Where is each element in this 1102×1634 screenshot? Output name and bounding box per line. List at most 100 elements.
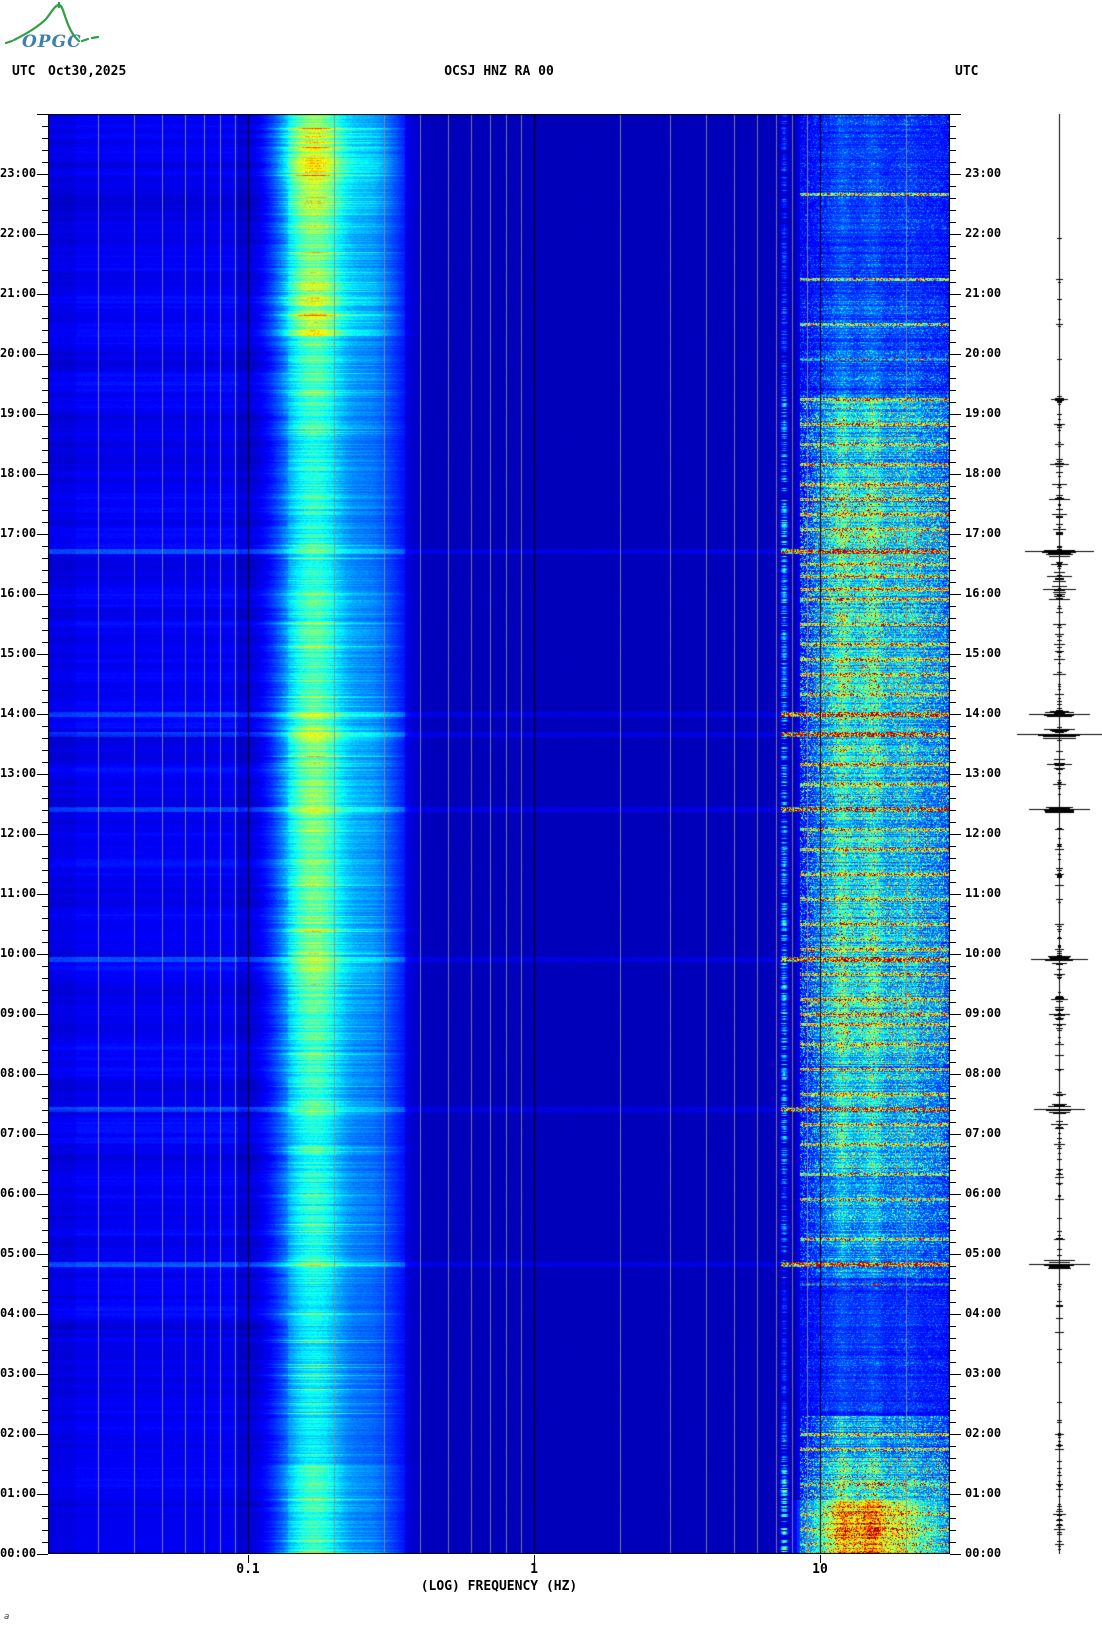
hour-label-left: 02:00 (0, 1426, 37, 1440)
minor-tick-left (42, 162, 48, 163)
minor-tick-left (42, 510, 48, 511)
minor-tick-left (42, 1050, 48, 1051)
hour-label-right: 03:00 (965, 1366, 1002, 1380)
frequency-axis-label: (LOG) FREQUENCY (HZ) (420, 1579, 578, 1594)
minor-tick-right (950, 270, 956, 271)
hour-label-left: 13:00 (0, 766, 37, 780)
minor-tick-left (42, 1110, 48, 1111)
minor-tick-right (950, 546, 956, 547)
minor-tick-right (950, 1182, 956, 1183)
hour-label-left: 04:00 (0, 1306, 37, 1320)
hour-label-right: 23:00 (965, 166, 1002, 180)
minor-tick-right (950, 390, 956, 391)
minor-tick-right (950, 678, 956, 679)
minor-tick-right (950, 570, 956, 571)
minor-tick-right (950, 402, 956, 403)
minor-tick-left (42, 1230, 48, 1231)
minor-tick-left (42, 1002, 48, 1003)
freq-tick (534, 1555, 535, 1563)
minor-tick-right (950, 918, 956, 919)
hour-tick-right (950, 1074, 961, 1075)
minor-tick-left (42, 1326, 48, 1327)
minor-tick-right (950, 366, 956, 367)
minor-tick-right (950, 1038, 956, 1039)
hour-tick-left (37, 1194, 48, 1195)
hour-label-left: 10:00 (0, 946, 37, 960)
hour-tick-left (37, 1494, 48, 1495)
minor-tick-right (950, 1482, 956, 1483)
minor-tick-left (42, 726, 48, 727)
hour-tick-right (950, 414, 961, 415)
minor-tick-right (950, 282, 956, 283)
hour-tick-left (37, 594, 48, 595)
minor-tick-left (42, 342, 48, 343)
minor-tick-left (42, 882, 48, 883)
hour-tick-left (37, 714, 48, 715)
logo-text: OPGC (22, 32, 82, 52)
minor-tick-right (950, 882, 956, 883)
hour-tick-right (950, 654, 961, 655)
minor-tick-left (42, 966, 48, 967)
minor-tick-left (42, 1086, 48, 1087)
minor-tick-left (42, 186, 48, 187)
hour-label-left: 19:00 (0, 406, 37, 420)
hour-label-left: 14:00 (0, 706, 37, 720)
hour-tick-left (37, 474, 48, 475)
minor-tick-left (42, 1170, 48, 1171)
hour-label-right: 22:00 (965, 226, 1002, 240)
minor-tick-right (950, 222, 956, 223)
minor-tick-right (950, 738, 956, 739)
hour-label-left: 01:00 (0, 1486, 37, 1500)
minor-tick-left (42, 150, 48, 151)
minor-tick-right (950, 1506, 956, 1507)
minor-tick-left (42, 366, 48, 367)
minor-tick-right (950, 786, 956, 787)
seismogram-trace-canvas (999, 114, 1102, 1554)
minor-tick-left (42, 942, 48, 943)
hour-tick-left (37, 894, 48, 895)
hour-tick-left (37, 954, 48, 955)
minor-tick-right (950, 1218, 956, 1219)
minor-tick-right (950, 1266, 956, 1267)
minor-tick-left (42, 1458, 48, 1459)
minor-tick-left (42, 678, 48, 679)
minor-tick-right (950, 1518, 956, 1519)
hour-label-right: 21:00 (965, 286, 1002, 300)
hour-label-left: 03:00 (0, 1366, 37, 1380)
hour-tick-left (37, 1554, 48, 1555)
minor-tick-right (950, 1062, 956, 1063)
minor-tick-right (950, 642, 956, 643)
minor-tick-left (42, 858, 48, 859)
minor-tick-right (950, 186, 956, 187)
hour-label-right: 08:00 (965, 1066, 1002, 1080)
minor-tick-right (950, 1386, 956, 1387)
hour-tick-left (37, 1314, 48, 1315)
minor-tick-right (950, 858, 956, 859)
minor-tick-right (950, 750, 956, 751)
freq-tick-label: 0.1 (236, 1562, 260, 1577)
minor-tick-left (42, 930, 48, 931)
minor-tick-right (950, 258, 956, 259)
hour-label-right: 18:00 (965, 466, 1002, 480)
minor-tick-right (950, 690, 956, 691)
minor-tick-left (42, 1266, 48, 1267)
hour-tick-right (950, 1254, 961, 1255)
hour-label-right: 00:00 (965, 1546, 1002, 1560)
minor-tick-left (42, 1062, 48, 1063)
minor-tick-right (950, 798, 956, 799)
minor-tick-left (42, 822, 48, 823)
minor-tick-left (42, 1206, 48, 1207)
minor-tick-right (950, 906, 956, 907)
hour-label-right: 20:00 (965, 346, 1002, 360)
minor-tick-right (950, 630, 956, 631)
minor-tick-right (950, 1278, 956, 1279)
hour-tick-right (950, 594, 961, 595)
hour-label-right: 10:00 (965, 946, 1002, 960)
minor-tick-right (950, 870, 956, 871)
minor-tick-right (950, 1086, 956, 1087)
hour-tick-left (37, 534, 48, 535)
minor-tick-right (950, 450, 956, 451)
minor-tick-right (950, 1206, 956, 1207)
minor-tick-right (950, 1146, 956, 1147)
minor-tick-left (42, 438, 48, 439)
